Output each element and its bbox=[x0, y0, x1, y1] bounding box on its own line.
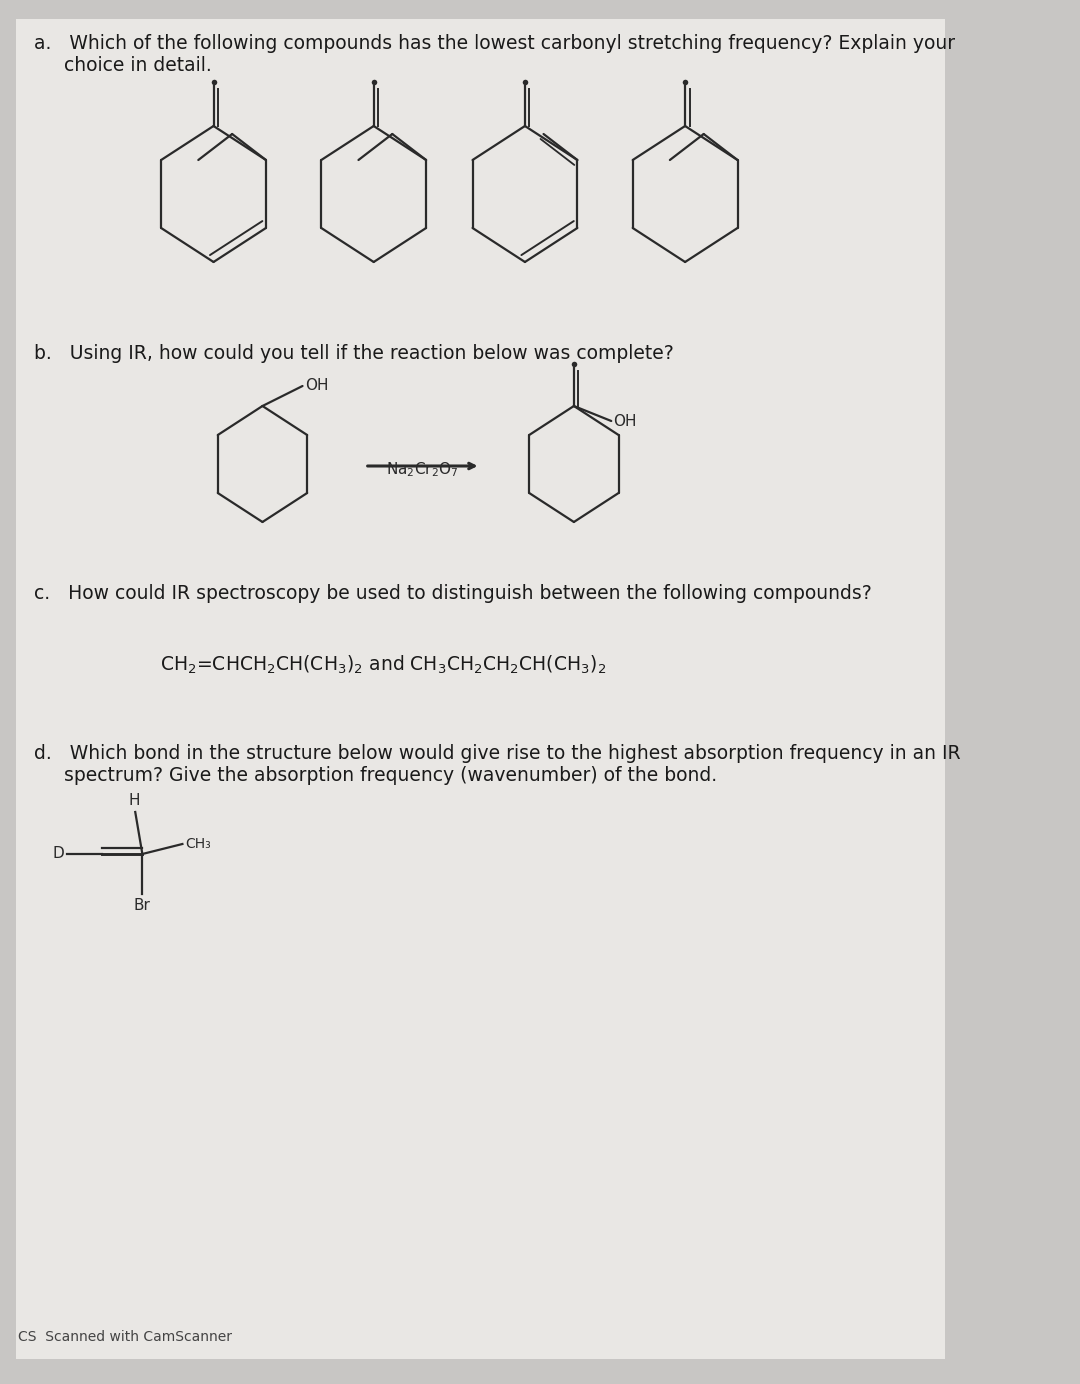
Text: d.   Which bond in the structure below would give rise to the highest absorption: d. Which bond in the structure below wou… bbox=[33, 745, 960, 785]
Text: c.   How could IR spectroscopy be used to distinguish between the following comp: c. How could IR spectroscopy be used to … bbox=[33, 584, 872, 603]
Text: H: H bbox=[129, 793, 140, 808]
Text: CS  Scanned with CamScanner: CS Scanned with CamScanner bbox=[17, 1330, 232, 1344]
Text: b.   Using IR, how could you tell if the reaction below was complete?: b. Using IR, how could you tell if the r… bbox=[33, 345, 674, 363]
Text: CH$_2$=CHCH$_2$CH(CH$_3$)$_2$ and CH$_3$CH$_2$CH$_2$CH(CH$_3$)$_2$: CH$_2$=CHCH$_2$CH(CH$_3$)$_2$ and CH$_3$… bbox=[160, 655, 606, 677]
Text: Br: Br bbox=[134, 898, 151, 913]
Text: Na$_2$Cr$_2$O$_7$: Na$_2$Cr$_2$O$_7$ bbox=[387, 461, 459, 479]
Text: OH: OH bbox=[306, 378, 328, 393]
FancyBboxPatch shape bbox=[16, 19, 945, 1359]
Text: D: D bbox=[52, 847, 64, 861]
Text: OH: OH bbox=[613, 414, 636, 429]
Text: CH₃: CH₃ bbox=[185, 837, 211, 851]
Text: a.   Which of the following compounds has the lowest carbonyl stretching frequen: a. Which of the following compounds has … bbox=[33, 35, 955, 75]
